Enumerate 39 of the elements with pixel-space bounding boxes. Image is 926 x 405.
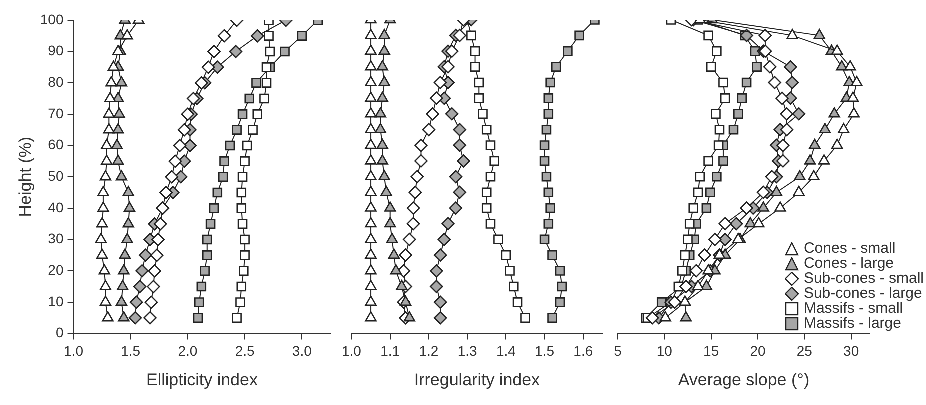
- y-tick-label: 90: [48, 42, 64, 59]
- x-tick-label: 1.0: [342, 343, 362, 360]
- x-axis-title: Average slope (°): [678, 370, 810, 390]
- y-tick-label: 20: [48, 262, 64, 278]
- x-tick-label: 1.5: [535, 343, 555, 360]
- legend-label: Cones - small: [804, 240, 896, 257]
- legend-label: Sub-cones - small: [804, 270, 924, 287]
- x-tick-label: 1.6: [574, 343, 594, 360]
- x-tick-label: 1.1: [380, 343, 400, 360]
- y-tick-label: 40: [48, 199, 64, 216]
- x-tick-label: 3.0: [292, 343, 312, 360]
- x-tick-label: 2.0: [178, 343, 198, 360]
- y-axis-title: Height (%): [16, 136, 35, 218]
- y-tick-label: 10: [48, 293, 64, 310]
- x-tick-label: 5: [614, 343, 622, 360]
- x-tick-label: 1.2: [419, 343, 439, 360]
- x-tick-label: 2.5: [235, 343, 255, 360]
- legend-label: Sub-cones - large: [804, 285, 922, 302]
- x-tick-label: 15: [704, 343, 720, 360]
- x-tick-label: 10: [656, 343, 673, 360]
- y-tick-label: 50: [48, 168, 64, 184]
- x-tick-label: 1.0: [64, 343, 84, 360]
- x-tick-label: 25: [796, 343, 813, 360]
- legend-label: Massifs - small: [804, 300, 904, 317]
- x-tick-label: 1.5: [121, 343, 141, 360]
- y-tick-label: 80: [48, 74, 64, 90]
- legend-label: Cones - large: [804, 255, 894, 272]
- x-axis-title: Irregularity index: [414, 370, 541, 390]
- y-tick-label: 30: [48, 230, 64, 247]
- y-tick-label: 100: [40, 11, 64, 28]
- y-tick-label: 70: [48, 105, 64, 122]
- x-tick-label: 30: [844, 343, 860, 360]
- y-tick-label: 0: [56, 324, 64, 341]
- legend-label: Massifs - large: [804, 315, 902, 332]
- y-tick-label: 60: [48, 136, 64, 153]
- x-tick-label: 20: [750, 343, 766, 360]
- x-tick-label: 1.4: [496, 343, 516, 360]
- x-tick-label: 1.3: [458, 343, 478, 360]
- x-axis-title: Ellipticity index: [146, 370, 258, 390]
